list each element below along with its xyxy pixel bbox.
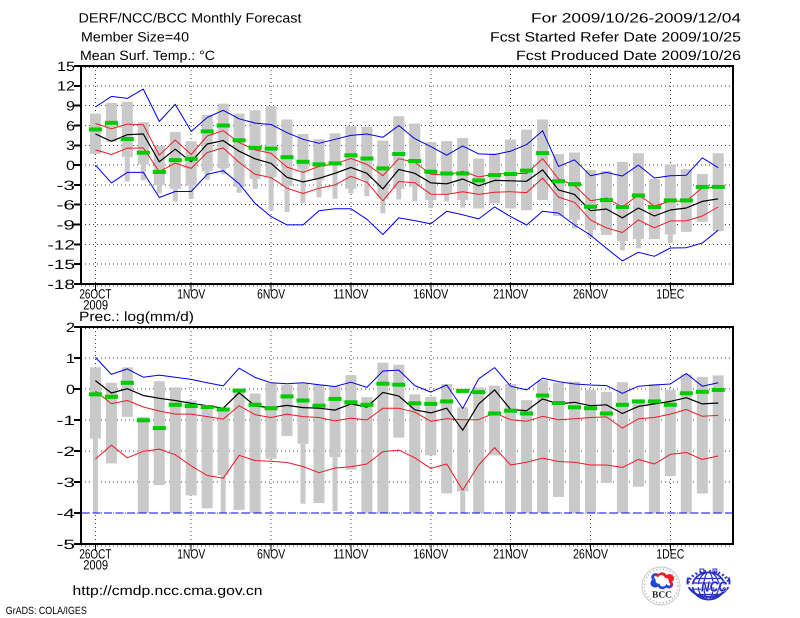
svg-text:http://cmdp.ncc.cma.gov.cn: http://cmdp.ncc.cma.gov.cn <box>73 583 263 598</box>
svg-text:Fcst Started Refer Date 2009/1: Fcst Started Refer Date 2009/10/25 <box>490 29 741 44</box>
svg-text:15: 15 <box>57 59 75 74</box>
svg-text:2009: 2009 <box>83 557 108 572</box>
svg-text:-9: -9 <box>57 217 76 232</box>
svg-text:1DEC: 1DEC <box>656 287 684 302</box>
svg-text:26NOV: 26NOV <box>573 287 608 302</box>
svg-text:2009: 2009 <box>83 297 108 312</box>
svg-text:-1: -1 <box>57 413 76 428</box>
svg-text:26OCT: 26OCT <box>79 547 111 562</box>
svg-text:Member Size=40: Member Size=40 <box>81 29 189 44</box>
svg-text:6NOV: 6NOV <box>257 547 285 562</box>
svg-text:-4: -4 <box>57 506 76 521</box>
svg-text:16NOV: 16NOV <box>413 547 448 562</box>
svg-text:16NOV: 16NOV <box>413 287 448 302</box>
svg-text:9: 9 <box>66 99 75 114</box>
svg-text:1: 1 <box>66 351 75 366</box>
svg-text:6: 6 <box>66 118 75 133</box>
svg-text:-12: -12 <box>48 237 76 252</box>
svg-text:1NOV: 1NOV <box>177 547 205 562</box>
svg-text:For 2009/10/26-2009/12/04: For 2009/10/26-2009/12/04 <box>531 10 742 25</box>
svg-text:Mean Surf. Temp.: °C: Mean Surf. Temp.: °C <box>80 48 215 63</box>
svg-text:26OCT: 26OCT <box>79 287 111 302</box>
svg-text:21NOV: 21NOV <box>493 287 528 302</box>
svg-text:GrADS: COLA/IGES: GrADS: COLA/IGES <box>6 605 87 617</box>
svg-text:BCC: BCC <box>652 590 672 600</box>
svg-text:1DEC: 1DEC <box>656 547 684 562</box>
svg-text:-6: -6 <box>57 198 76 213</box>
svg-text:0: 0 <box>66 158 75 173</box>
svg-text:11NOV: 11NOV <box>333 547 368 562</box>
svg-text:12: 12 <box>57 79 75 94</box>
svg-text:3: 3 <box>66 138 75 153</box>
svg-text:-3: -3 <box>57 475 76 490</box>
svg-text:-18: -18 <box>48 277 76 292</box>
svg-text:1NOV: 1NOV <box>177 287 205 302</box>
svg-text:NCC: NCC <box>701 579 727 595</box>
svg-text:-2: -2 <box>57 444 76 459</box>
svg-text:-3: -3 <box>57 178 76 193</box>
svg-text:0: 0 <box>66 382 75 397</box>
svg-text:26NOV: 26NOV <box>573 547 608 562</box>
svg-text:-5: -5 <box>57 537 76 552</box>
svg-text:DERF/NCC/BCC Monthly Forecast: DERF/NCC/BCC Monthly Forecast <box>79 10 302 25</box>
svg-text:21NOV: 21NOV <box>493 547 528 562</box>
svg-text:11NOV: 11NOV <box>333 287 368 302</box>
svg-text:-15: -15 <box>48 257 76 272</box>
svg-text:Prec.: log(mm/d): Prec.: log(mm/d) <box>79 309 194 324</box>
svg-text:2: 2 <box>66 320 75 335</box>
svg-text:Fcst Produced Date 2009/10/26: Fcst Produced Date 2009/10/26 <box>516 48 741 63</box>
svg-text:6NOV: 6NOV <box>257 287 285 302</box>
